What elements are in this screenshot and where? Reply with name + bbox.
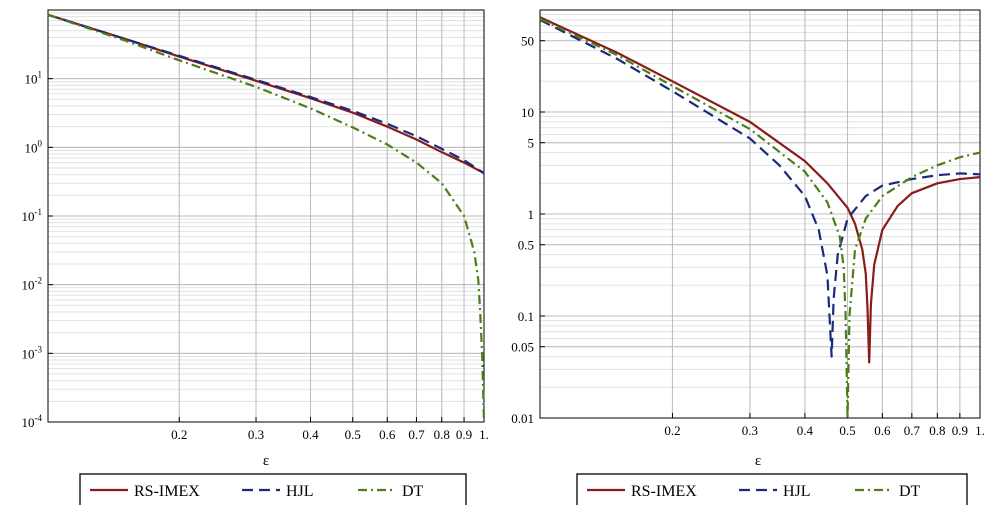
legend: RS-IMEX HJL DT (79, 473, 467, 505)
x-axis-label: ε (263, 453, 269, 469)
x-tick-label: 1. (479, 427, 489, 442)
grid (47, 10, 485, 423)
legend-label: HJL (286, 483, 314, 500)
x-tick-label: 0.8 (434, 427, 450, 442)
grid (539, 10, 981, 419)
x-tick-label: 0.3 (742, 423, 758, 438)
y-tick-exponent: 1 (38, 70, 43, 80)
series-line-hjl (539, 18, 981, 358)
y-tick-label: 0.5 (518, 238, 534, 253)
x-tick-label: 0.2 (664, 423, 680, 438)
x-tick-label: 0.2 (171, 427, 187, 442)
x-tick-label: 0.9 (456, 427, 472, 442)
legend-label: DT (402, 483, 424, 500)
legend-box (576, 473, 968, 505)
x-tick-label: 0.9 (952, 423, 968, 438)
x-tick-label: 0.4 (302, 427, 319, 442)
legend-label: HJL (783, 483, 811, 500)
series-line-rs-imex (539, 16, 981, 364)
y-tick-label: 10-1 (22, 207, 43, 224)
legend-box (79, 473, 467, 505)
y-tick-exponent: -1 (35, 207, 43, 217)
y-tick-label: 10-3 (22, 344, 43, 361)
y-tick-label: 5 (528, 136, 535, 151)
y-tick-exponent: -3 (35, 344, 43, 354)
legend: RS-IMEX HJL DT (576, 473, 968, 505)
y-tick-label: 101 (25, 70, 43, 87)
series-lines (47, 13, 486, 423)
y-tick-label: 50 (521, 34, 534, 49)
x-axis-label: ε (755, 453, 761, 469)
legend-label: RS-IMEX (134, 483, 200, 500)
series-line-dt (539, 17, 981, 420)
legend-label: DT (899, 483, 921, 500)
x-tick-label: 0.5 (345, 427, 361, 442)
x-tick-label: 0.6 (874, 423, 891, 438)
x-tick-label: 0.4 (797, 423, 814, 438)
y-tick-label: 10 (521, 105, 534, 120)
chart-panel-2: 0.2 0.3 0.4 0.5 0.6 0.7 0.8 0.9 1. 50 10 5 1 0.5 0.1 0.… (511, 9, 985, 505)
series-line-rs-imex (47, 13, 485, 175)
x-tick-label: 0.3 (248, 427, 264, 442)
x-tick-label: 0.6 (379, 427, 396, 442)
y-tick-exponent: 0 (38, 138, 43, 148)
x-tick-label: 1. (975, 423, 985, 438)
chart-panel-1: 0.2 0.3 0.4 0.5 0.6 0.7 0.8 0.9 1.10110010-110-2… (22, 9, 489, 505)
y-tick-label: 0.05 (511, 340, 534, 355)
x-tick-label: 0.8 (929, 423, 945, 438)
y-tick-label: 1 (528, 207, 535, 222)
legend-label: RS-IMEX (631, 483, 697, 500)
y-tick-label: 100 (25, 138, 43, 155)
x-tick-label: 0.5 (839, 423, 855, 438)
y-tick-label: 10-4 (22, 413, 43, 430)
y-tick-label: 10-2 (22, 276, 43, 293)
y-tick-exponent: -2 (35, 276, 43, 286)
series-line-dt (47, 13, 486, 423)
y-tick-label: 0.01 (511, 411, 534, 426)
series-lines (539, 16, 981, 420)
y-tick-label: 0.1 (518, 309, 534, 324)
x-tick-label: 0.7 (904, 423, 921, 438)
y-tick-exponent: -4 (35, 413, 43, 423)
x-tick-label: 0.7 (408, 427, 425, 442)
